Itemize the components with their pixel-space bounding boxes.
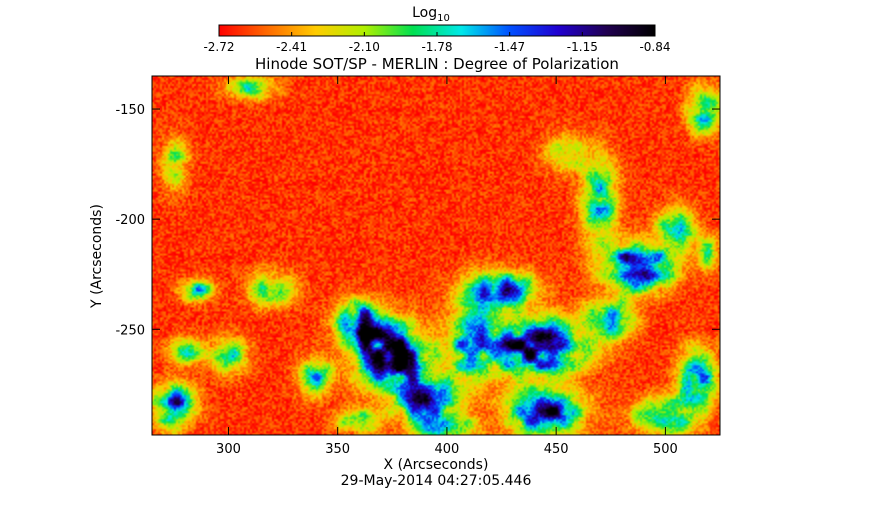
colorbar-ticks: -2.72 -2.41 -2.10 -1.78 -1.47 -1.15 -0.84 [203, 32, 671, 54]
colorbar-tick-label: -1.47 [494, 40, 525, 54]
x-axis-label: X (Arcseconds) [384, 457, 489, 473]
timestamp: 29-May-2014 04:27:05.446 [341, 473, 532, 489]
x-tick-label: 300 [216, 442, 241, 457]
x-tick-label: 400 [435, 442, 460, 457]
colorbar-tick-label: -2.72 [203, 40, 234, 54]
plot-frame [151, 75, 721, 436]
colorbar-tick-label: -1.15 [567, 40, 598, 54]
heatmap [151, 75, 721, 436]
y-tick-label: -200 [115, 213, 145, 228]
colorbar-label: Log10 [412, 5, 450, 24]
y-tick-label: -250 [115, 323, 145, 338]
heatmap-image [152, 76, 720, 435]
x-axis-ticks: 300 350 400 450 500 [216, 76, 678, 457]
chart-title: Hinode SOT/SP - MERLIN : Degree of Polar… [255, 55, 619, 73]
y-axis-ticks: -150 -200 -250 [115, 103, 720, 338]
colorbar-tick-label: -1.78 [421, 40, 452, 54]
colorbar-tick-label: -2.10 [349, 40, 380, 54]
x-tick-label: 500 [653, 442, 678, 457]
colorbar-tick-label: -2.41 [276, 40, 307, 54]
colorbar: Log10 -2.72 -2.41 -2.10 -1.78 -1.47 -1.15 -0.8… [203, 5, 670, 54]
y-tick-label: -150 [115, 103, 145, 118]
y-axis-label: Y (Arcseconds) [89, 204, 105, 309]
colorbar-tick-label: -0.84 [639, 40, 670, 54]
x-tick-label: 350 [325, 442, 350, 457]
x-tick-label: 450 [544, 442, 569, 457]
